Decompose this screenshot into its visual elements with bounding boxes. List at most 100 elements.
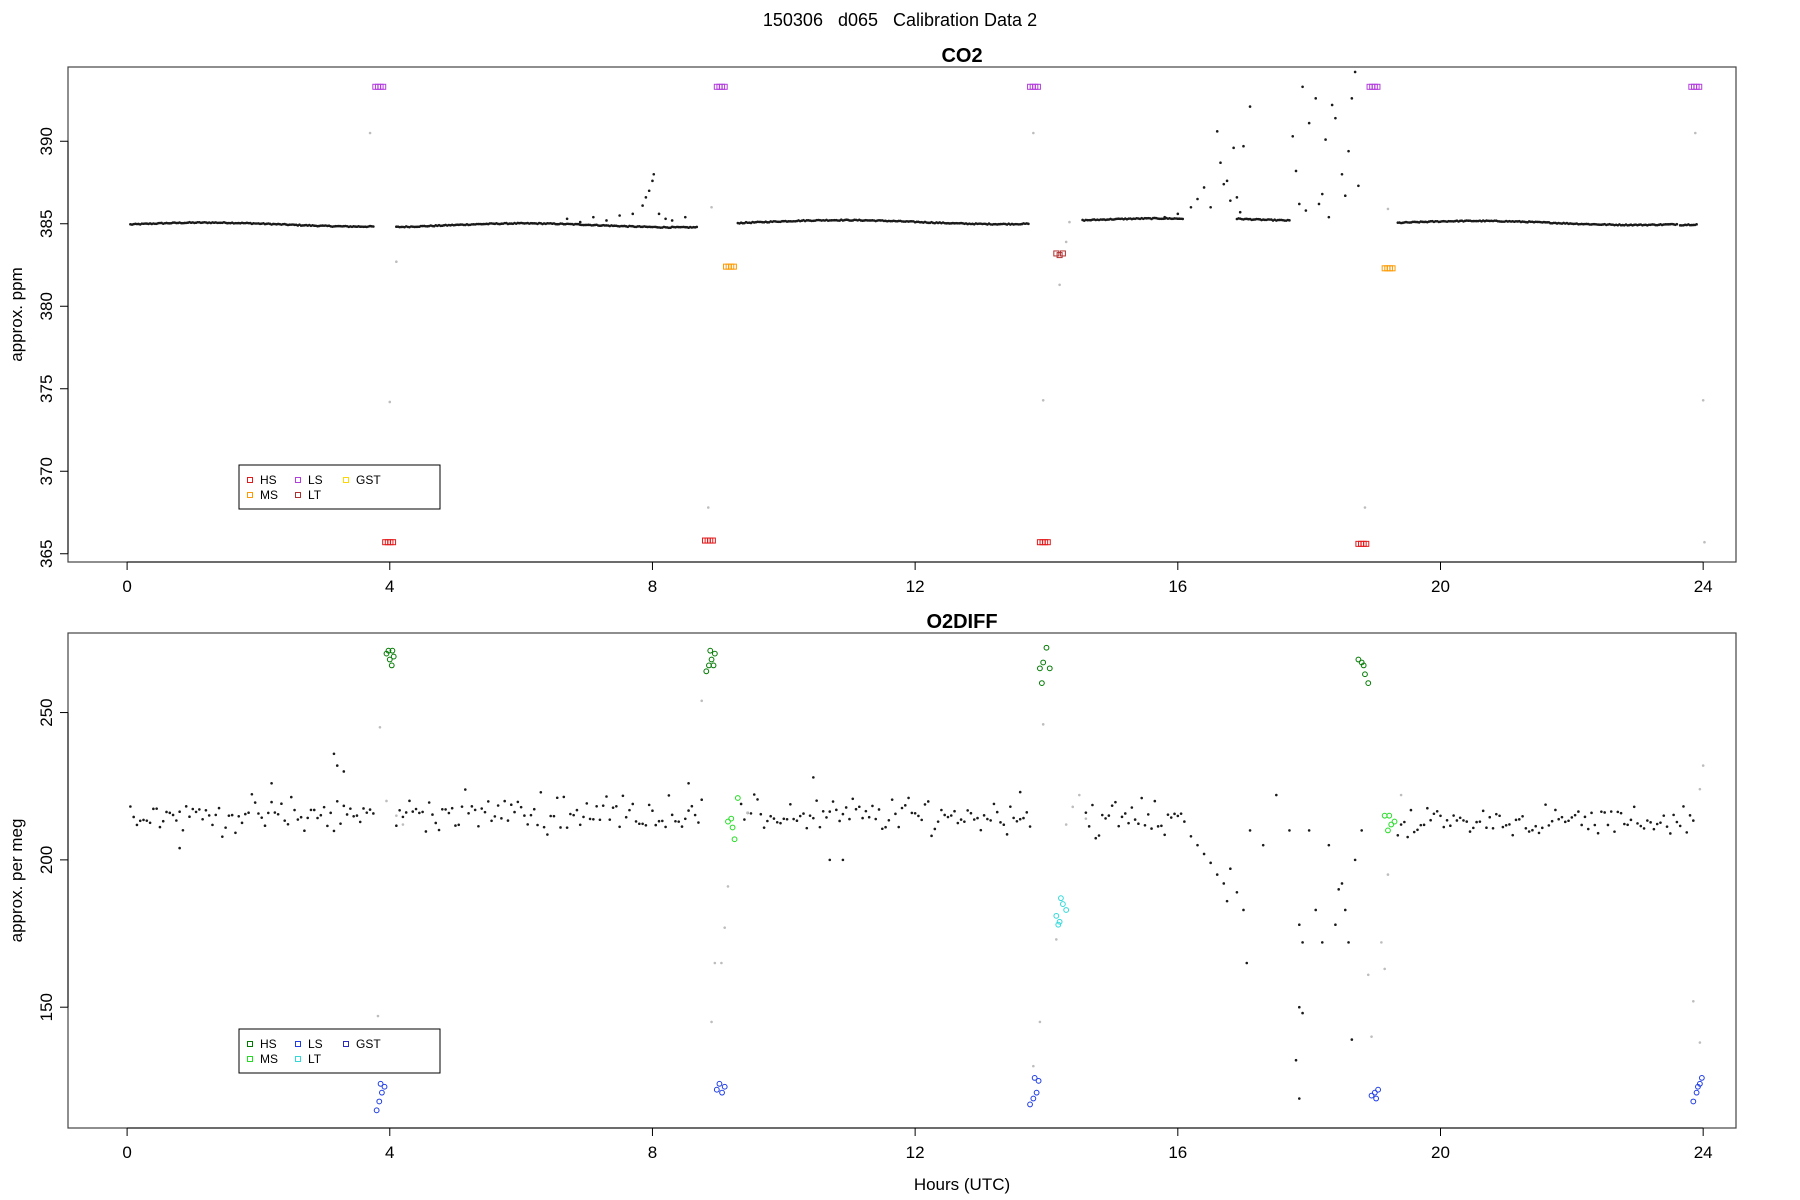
ambient-point bbox=[634, 820, 638, 823]
series-point-hs bbox=[390, 539, 397, 546]
ambient-point bbox=[421, 810, 424, 814]
ambient-point bbox=[549, 814, 552, 818]
ambient-point bbox=[976, 816, 979, 820]
legend-swatch bbox=[343, 477, 349, 483]
legend-swatch bbox=[295, 1056, 301, 1062]
ambient-point bbox=[1153, 799, 1157, 803]
ambient-point bbox=[1130, 806, 1134, 809]
ambient-point bbox=[454, 824, 457, 827]
ambient-point bbox=[802, 812, 805, 815]
ambient-point bbox=[1181, 217, 1185, 221]
legend-swatch bbox=[295, 492, 301, 498]
series-point-lt bbox=[1059, 250, 1066, 257]
ambient-point bbox=[1176, 212, 1180, 216]
series-point-ms bbox=[1381, 812, 1388, 819]
ambient-point bbox=[647, 803, 651, 807]
series-point-ls bbox=[380, 83, 387, 90]
y-tick-label: 200 bbox=[37, 846, 56, 874]
ambient-point bbox=[1695, 223, 1698, 226]
ambient-point bbox=[270, 781, 273, 785]
ambient-point bbox=[920, 818, 924, 822]
ambient-point bbox=[1163, 215, 1166, 219]
ambient-point bbox=[1229, 199, 1232, 202]
ambient-point bbox=[578, 823, 582, 827]
series-point-ms bbox=[1385, 827, 1391, 834]
x-tick-label: 24 bbox=[1694, 1143, 1713, 1162]
panel-title: CO2 bbox=[941, 45, 982, 67]
ambient-point bbox=[500, 817, 503, 820]
ambient-point bbox=[201, 817, 204, 821]
ambient-point bbox=[332, 829, 336, 833]
series-point-hs bbox=[703, 668, 710, 675]
excluded-point bbox=[1701, 764, 1705, 767]
ambient-point bbox=[638, 822, 641, 826]
ambient-point bbox=[841, 858, 845, 862]
ambient-point bbox=[1682, 805, 1685, 808]
ambient-point bbox=[1491, 826, 1495, 830]
ambient-point bbox=[1508, 823, 1511, 826]
ambient-point bbox=[1343, 194, 1347, 197]
series-point-ls bbox=[1371, 1089, 1378, 1096]
ambient-point bbox=[963, 820, 966, 823]
excluded-point bbox=[1383, 967, 1386, 971]
ambient-point bbox=[1169, 816, 1173, 819]
ambient-point bbox=[1577, 810, 1580, 813]
ambient-point bbox=[332, 752, 336, 756]
ambient-point bbox=[578, 220, 582, 224]
series-point-lt bbox=[1056, 918, 1063, 925]
ambient-point bbox=[1475, 820, 1478, 824]
ambient-point bbox=[1222, 882, 1226, 885]
ambient-point bbox=[828, 858, 832, 862]
series-point-hs bbox=[389, 647, 396, 654]
ambient-point bbox=[408, 799, 411, 803]
ambient-point bbox=[1025, 811, 1029, 814]
ambient-point bbox=[1028, 825, 1032, 828]
excluded-point bbox=[1068, 220, 1071, 224]
ambient-point bbox=[1334, 923, 1337, 926]
ambient-point bbox=[969, 811, 973, 815]
ambient-point bbox=[1304, 209, 1308, 212]
ambient-point bbox=[214, 813, 218, 817]
ambient-point bbox=[661, 819, 664, 823]
x-tick-label: 0 bbox=[122, 1143, 131, 1162]
legend-swatch bbox=[247, 1056, 253, 1062]
ambient-point bbox=[555, 796, 559, 800]
x-tick-label: 20 bbox=[1431, 577, 1450, 596]
ambient-point bbox=[175, 819, 178, 822]
ambient-point bbox=[322, 805, 326, 809]
legend-swatch bbox=[295, 1041, 301, 1047]
ambient-point bbox=[1301, 1011, 1304, 1015]
series-point-ls bbox=[716, 1080, 723, 1087]
ambient-point bbox=[641, 822, 644, 826]
ambient-point bbox=[1275, 793, 1278, 797]
series-point-ms bbox=[728, 815, 735, 822]
ambient-point bbox=[1297, 202, 1301, 206]
ambient-point bbox=[756, 798, 759, 801]
ambient-point bbox=[657, 212, 661, 216]
ambient-point bbox=[1009, 805, 1012, 808]
ambient-point bbox=[1659, 821, 1662, 824]
ambient-point bbox=[1110, 804, 1114, 807]
ambient-point bbox=[280, 802, 283, 805]
ambient-point bbox=[782, 817, 786, 821]
ambient-point bbox=[657, 819, 661, 823]
x-tick-label: 8 bbox=[648, 1143, 657, 1162]
ambient-point bbox=[608, 818, 612, 821]
ambient-point bbox=[1629, 818, 1633, 822]
ambient-point bbox=[1488, 815, 1492, 819]
ambient-point bbox=[652, 172, 656, 176]
ambient-point bbox=[1160, 824, 1163, 828]
ambient-point bbox=[812, 776, 815, 779]
y-tick-label: 390 bbox=[37, 127, 56, 155]
ambient-point bbox=[516, 800, 520, 804]
series-point-ls bbox=[719, 1089, 725, 1096]
ambient-point bbox=[1166, 813, 1170, 816]
ambient-point bbox=[1215, 873, 1219, 876]
ambient-point bbox=[1288, 829, 1291, 832]
ambient-point bbox=[1143, 824, 1147, 827]
ambient-point bbox=[1675, 222, 1679, 226]
ambient-point bbox=[1511, 833, 1515, 837]
ambient-point bbox=[739, 802, 743, 806]
ambient-point bbox=[1330, 103, 1334, 107]
ambient-point bbox=[1015, 819, 1019, 823]
